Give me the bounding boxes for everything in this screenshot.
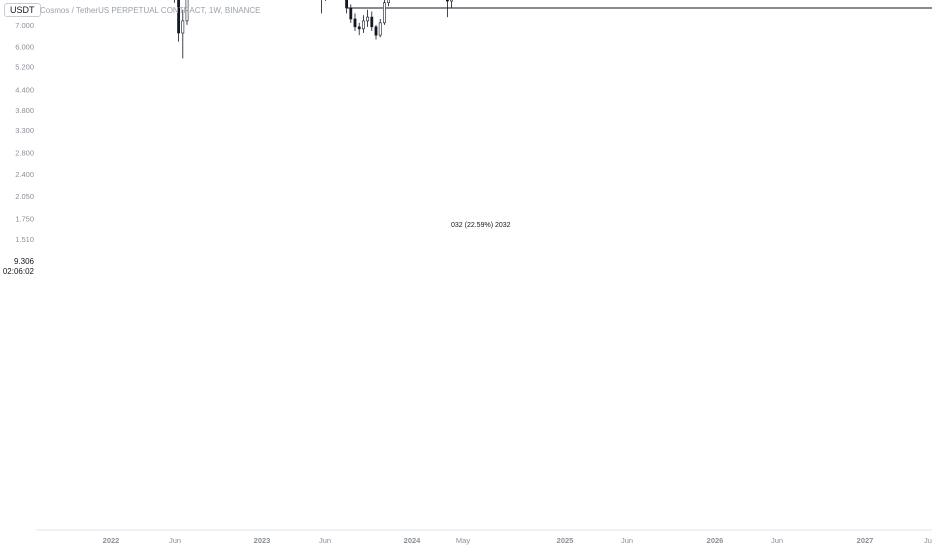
price-axis[interactable]: 52.50044.50038.50032.50026.50022.50016.5… [11, 0, 34, 244]
time-tick-label: 2025 [557, 536, 574, 545]
candle-body-down [445, 0, 449, 2]
candle-body-up [387, 0, 391, 4]
price-tick-label: 1.750 [15, 214, 34, 223]
candle [177, 0, 181, 42]
candle-body-down [370, 16, 374, 28]
candle [185, 0, 189, 25]
candle [181, 9, 185, 59]
price-tick-label: 5.200 [15, 62, 34, 71]
candle [325, 0, 327, 2]
candle [382, 0, 386, 25]
price-tick-label: 4.400 [15, 86, 34, 95]
time-tick-label: 2022 [103, 536, 120, 545]
candle [366, 9, 370, 27]
candle-body-up [378, 22, 382, 36]
candle [353, 13, 357, 31]
candle [374, 24, 378, 40]
candle [349, 4, 353, 23]
time-tick-label: 2027 [857, 536, 874, 545]
candles-layer [173, 0, 454, 59]
price-tick-label: 2.400 [15, 170, 34, 179]
price-tick-label: 2.050 [15, 192, 34, 201]
price-tick-label: 3.800 [15, 106, 34, 115]
candle [320, 0, 322, 14]
time-axis[interactable]: 2022 Jun 2023 Jun 2024 May 2025 Jun 2026 Jun 2027 J… [36, 529, 932, 545]
candle [173, 0, 175, 3]
candle [357, 22, 361, 36]
time-tick-label: 2026 [707, 536, 724, 545]
candle-body-up [181, 20, 185, 34]
candle-body-up [450, 0, 454, 2]
candle-body-down [353, 18, 357, 28]
price-tick-label: 2.800 [15, 149, 34, 158]
candle [370, 11, 374, 31]
candle-body-up [382, 2, 386, 24]
time-tick-label: 2023 [254, 536, 271, 545]
price-tick-label: 3.300 [15, 126, 34, 135]
time-tick-label: May [456, 536, 470, 545]
price-tick-label: 6.000 [15, 42, 34, 51]
candle-body-down [357, 26, 361, 30]
candle [378, 18, 382, 38]
candle-body-up [361, 20, 365, 30]
candle-body-up [185, 0, 189, 22]
candle-body-down [345, 0, 349, 9]
last-price-value: 9.306 [13, 257, 34, 266]
candle [450, 0, 454, 8]
price-tick-label: 1.510 [15, 235, 34, 244]
candle [361, 15, 365, 34]
time-tick-label: Jun [924, 536, 932, 545]
time-tick-label: 2024 [404, 536, 422, 545]
time-tick-label: Jun [771, 536, 783, 545]
bar-countdown: 02:06:02 [2, 267, 34, 276]
time-tick-label: Jun [319, 536, 331, 545]
candle-body-up [366, 16, 370, 22]
time-tick-label: Jun [169, 536, 181, 545]
candle-body-down [374, 26, 378, 36]
candle-body-down [349, 7, 353, 20]
candle [387, 0, 391, 7]
candle [345, 0, 349, 14]
time-tick-label: Jun [621, 536, 633, 545]
symbol-title: Cosmos / TetherUS PERPETUAL CONTRACT, 1W… [40, 6, 261, 15]
candle-body-down [177, 0, 181, 34]
price-tick-label: 7.000 [15, 21, 34, 30]
candle [445, 0, 449, 18]
last-price-tag: 9.306 02:06:02 [0, 257, 34, 277]
measure-label: 032 (22.59%) 2032 [451, 222, 511, 229]
currency-button[interactable]: USDT [4, 3, 41, 17]
